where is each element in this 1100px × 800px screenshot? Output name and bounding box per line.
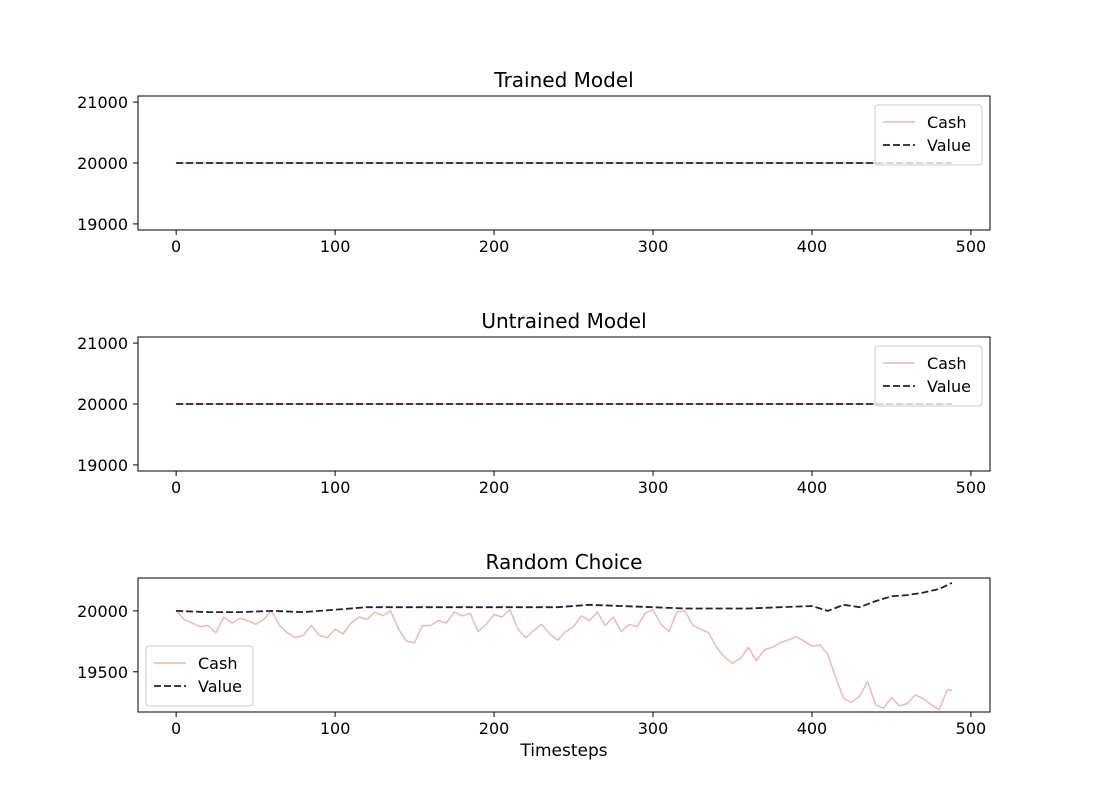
- legend: Cash Value: [874, 104, 983, 166]
- x-tick-label: 400: [797, 237, 828, 256]
- y-tick-label: 19500: [77, 663, 128, 682]
- x-tick-label: 100: [320, 478, 351, 497]
- subplot-1: Trained Model 0 100 200 300 400 500 19000 20000 2…: [77, 68, 991, 256]
- x-tick-label: 500: [956, 478, 987, 497]
- x-tick-label: 0: [171, 237, 181, 256]
- x-tick-label: 100: [320, 237, 351, 256]
- y-tick-label: 21000: [77, 93, 128, 112]
- legend-label-cash: Cash: [927, 354, 966, 373]
- x-tick-label: 500: [956, 237, 987, 256]
- x-tick-label: 0: [171, 719, 181, 738]
- legend-label-value: Value: [927, 377, 971, 396]
- x-tick-label: 0: [171, 478, 181, 497]
- x-tick-label: 200: [479, 719, 510, 738]
- y-tick-label: 20000: [77, 395, 128, 414]
- legend-label-cash: Cash: [198, 654, 237, 673]
- y-tick-label: 21000: [77, 334, 128, 353]
- subplot-3: Random Choice 0 100 200 300 400 500 19500 20000 C…: [77, 550, 991, 738]
- x-tick-label: 200: [479, 478, 510, 497]
- legend-box: [874, 104, 983, 166]
- x-tick-label: 400: [797, 719, 828, 738]
- legend: Cash Value: [145, 645, 254, 707]
- legend: Cash Value: [874, 345, 983, 407]
- series-line-cash: [175, 608, 952, 711]
- y-tick-label: 19000: [77, 456, 128, 475]
- y-tick-label: 20000: [77, 602, 128, 621]
- x-tick-label: 300: [638, 719, 669, 738]
- x-tick-label: 100: [320, 719, 351, 738]
- legend-label-cash: Cash: [927, 113, 966, 132]
- x-axis-label: Timesteps: [519, 741, 607, 761]
- y-tick-label: 20000: [77, 154, 128, 173]
- y-tick-label: 19000: [77, 215, 128, 234]
- x-tick-label: 200: [479, 237, 510, 256]
- x-tick-label: 300: [638, 237, 669, 256]
- series-line-value: [176, 582, 953, 613]
- legend-box: [874, 345, 983, 407]
- x-tick-label: 500: [956, 719, 987, 738]
- axes-frame: [137, 577, 991, 713]
- chart-title: Trained Model: [493, 68, 633, 92]
- chart-title: Untrained Model: [481, 309, 646, 333]
- legend-box: [145, 645, 254, 707]
- x-tick-label: 300: [638, 478, 669, 497]
- legend-label-value: Value: [927, 136, 971, 155]
- x-tick-label: 400: [797, 478, 828, 497]
- legend-label-value: Value: [198, 677, 242, 696]
- subplot-2: Untrained Model 0 100 200 300 400 500 19000 2000…: [77, 309, 991, 497]
- chart-title: Random Choice: [486, 550, 643, 574]
